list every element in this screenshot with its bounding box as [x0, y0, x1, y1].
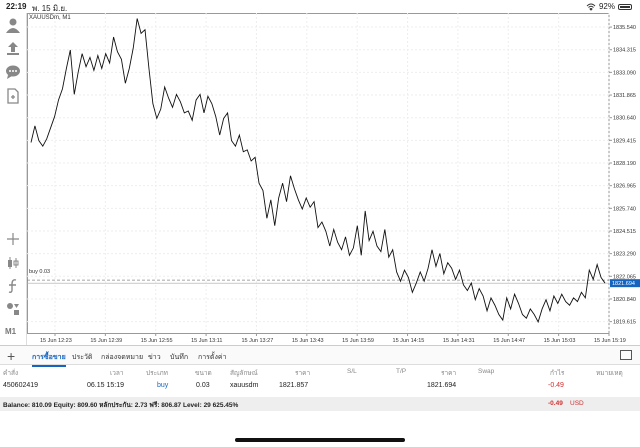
- balance-currency: USD: [570, 400, 584, 407]
- y-tick-label: 1824.515: [613, 229, 636, 235]
- objects-icon[interactable]: [5, 301, 21, 317]
- x-tick-label: 15 Jun 12:39: [90, 338, 122, 344]
- col-comment: หมายเหตุ: [596, 370, 623, 377]
- col-time: เวลา: [110, 370, 124, 377]
- x-tick-label: 15 Jun 13:59: [342, 338, 374, 344]
- cell-size: 0.03: [196, 382, 210, 389]
- y-tick-label: 1833.090: [613, 70, 636, 76]
- col-swap: Swap: [478, 368, 495, 375]
- y-tick-label: 1823.290: [613, 252, 636, 258]
- home-indicator: [235, 438, 405, 442]
- cell-profit: -0.49: [548, 382, 564, 389]
- terminal-tabs: + การซื้อขาย ประวัติ กล่องจดหมาย ข่าว บั…: [0, 345, 640, 367]
- balance-bar: Balance: 810.09 Equity: 809.60 หลักประกั…: [0, 397, 640, 411]
- status-bar: 22:19 พ. 15 มิ.ย. 92%: [0, 0, 640, 13]
- battery-percent: 92%: [598, 2, 615, 11]
- x-tick-label: 15 Jun 15:19: [594, 338, 626, 344]
- timeframe-label[interactable]: M1: [5, 327, 17, 336]
- col-type: ประเภท: [146, 370, 168, 377]
- y-tick-label: 1831.865: [613, 93, 636, 99]
- y-tick-label: 1835.540: [613, 25, 636, 31]
- price-chart[interactable]: 1835.540 1834.315 1833.090 1831.865 1830.640…: [27, 13, 640, 345]
- x-tick-label: 15 Jun 12:55: [141, 338, 173, 344]
- plot-frame: [27, 13, 610, 334]
- y-tick-label: 1819.615: [613, 320, 636, 326]
- chart-symbol: XAUUSDm, M1: [29, 15, 71, 21]
- battery-icon: [618, 3, 632, 10]
- layout-icon[interactable]: [620, 350, 632, 360]
- cell-current: 1821.694: [427, 382, 457, 389]
- x-tick-label: 15 Jun 13:27: [241, 338, 273, 344]
- tab-news[interactable]: ข่าว: [148, 354, 161, 361]
- y-tick-label: 1829.415: [613, 138, 636, 144]
- col-profit: กำไร: [550, 370, 565, 377]
- y-tick-label: 1830.640: [613, 116, 636, 122]
- trade-icon[interactable]: [5, 40, 21, 56]
- y-tick-label: 1820.840: [613, 297, 636, 303]
- cell-symbol: xauusdm: [230, 382, 259, 389]
- status-time: 22:19: [6, 2, 27, 11]
- y-tick-label: 1834.315: [613, 48, 636, 54]
- document-icon[interactable]: [5, 88, 21, 104]
- left-toolbar: M1: [0, 13, 27, 345]
- x-tick-label: 15 Jun 13:43: [292, 338, 324, 344]
- price-tag-box: [610, 279, 640, 288]
- function-icon[interactable]: [5, 278, 21, 294]
- price-series-line: [30, 18, 606, 324]
- table-row[interactable]: 450602419 06.15 15:19 buy 0.03 xauusdm 1…: [0, 379, 640, 396]
- x-tick-label: 15 Jun 14:15: [393, 338, 425, 344]
- col-size: ขนาด: [195, 370, 212, 377]
- chart-canvas[interactable]: 1835.540 1834.315 1833.090 1831.865 1830.640…: [27, 13, 640, 345]
- col-sl: S/L: [347, 368, 357, 375]
- y-tick-label: 1825.740: [613, 206, 636, 212]
- tab-journal[interactable]: บันทึก: [170, 354, 189, 361]
- col-order: คำสั่ง: [3, 370, 19, 377]
- tab-mailbox[interactable]: กล่องจดหมาย: [101, 354, 144, 361]
- candle-icon[interactable]: [5, 255, 21, 271]
- status-date: พ. 15 มิ.ย.: [32, 4, 68, 13]
- cell-type: buy: [157, 382, 169, 389]
- x-tick-label: 15 Jun 12:23: [40, 338, 72, 344]
- cell-time: 06.15 15:19: [87, 382, 124, 389]
- col-price: ราคา: [295, 370, 311, 377]
- y-tick-label: 1828.190: [613, 161, 636, 167]
- balance-summary: Balance: 810.09 Equity: 809.60 หลักประกั…: [3, 402, 239, 409]
- crosshair-icon[interactable]: [5, 231, 21, 247]
- tab-settings[interactable]: การตั้งค่า: [198, 354, 227, 361]
- tab-trade[interactable]: การซื้อขาย: [32, 352, 66, 367]
- table-header: คำสั่ง เวลา ประเภท ขนาด สัญลักษณ์ ราคา S…: [0, 365, 640, 379]
- col-tp: T/P: [396, 368, 407, 375]
- chat-icon[interactable]: [5, 64, 21, 80]
- wifi-icon: [586, 3, 596, 11]
- col-current: ราคา: [441, 370, 457, 377]
- tab-history[interactable]: ประวัติ: [72, 354, 93, 361]
- y-tick-label: 1826.965: [613, 184, 636, 190]
- y-tick-label: 1822.065: [613, 274, 636, 280]
- x-tick-label: 15 Jun 14:47: [493, 338, 525, 344]
- position-label: buy 0.03: [29, 269, 51, 275]
- x-tick-label: 15 Jun 15:03: [544, 338, 576, 344]
- price-tag-label: 1821.694: [612, 281, 635, 287]
- status-right: 92%: [586, 2, 632, 11]
- cell-order: 450602419: [3, 382, 39, 389]
- col-symbol: สัญลักษณ์: [230, 370, 258, 377]
- x-tick-label: 15 Jun 14:31: [443, 338, 475, 344]
- account-icon[interactable]: [5, 17, 21, 33]
- x-tick-label: 15 Jun 13:11: [191, 338, 222, 344]
- balance-profit: -0.49: [548, 400, 563, 407]
- cell-price: 1821.857: [279, 382, 309, 389]
- add-icon[interactable]: +: [7, 348, 16, 364]
